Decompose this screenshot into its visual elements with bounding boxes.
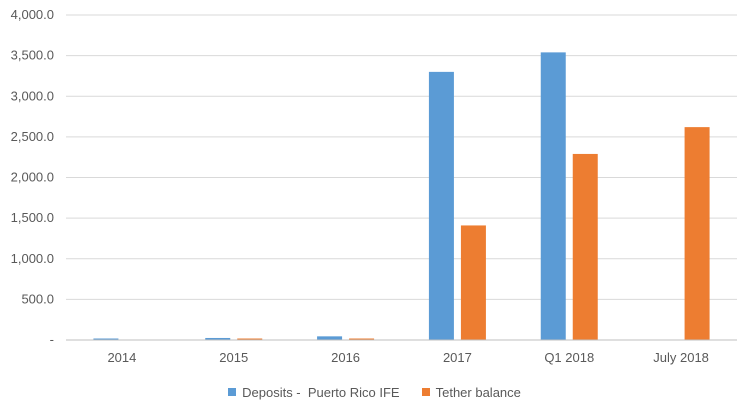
legend-label-deposits: Deposits - Puerto Rico IFE bbox=[242, 384, 400, 400]
y-tick-label: 2,000.0 bbox=[11, 170, 54, 185]
gridlines bbox=[66, 14, 737, 300]
x-axis-tick-labels: 2014 2015 2016 2017 Q1 2018 July 2018 bbox=[107, 350, 708, 365]
y-tick-label: 4,000.0 bbox=[11, 7, 54, 22]
bar-deposits bbox=[317, 336, 343, 340]
y-axis-tick-labels: - 500.0 1,000.0 1,500.0 2,000.0 2,500.0 3,000.… bbox=[11, 7, 54, 347]
x-tick-label: 2014 bbox=[107, 350, 136, 365]
bar-tether bbox=[237, 338, 263, 340]
legend-item-tether: Tether balance bbox=[421, 384, 521, 400]
bar-deposits bbox=[205, 337, 231, 340]
bar-tether bbox=[572, 153, 598, 340]
x-tick-label: 2017 bbox=[443, 350, 472, 365]
bar-tether bbox=[684, 127, 710, 340]
y-tick-label: 1,000.0 bbox=[11, 251, 54, 266]
y-tick-label: 500.0 bbox=[21, 291, 54, 306]
x-tick-label: 2015 bbox=[219, 350, 248, 365]
legend-label-tether: Tether balance bbox=[435, 384, 521, 400]
x-tick-label: 2016 bbox=[331, 350, 360, 365]
bar-deposits bbox=[540, 52, 566, 340]
bar-tether bbox=[460, 225, 486, 340]
bar-deposits bbox=[428, 71, 454, 340]
legend-swatch-tether bbox=[421, 388, 430, 396]
x-tick-label: Q1 2018 bbox=[544, 350, 594, 365]
bar-deposits bbox=[93, 338, 119, 340]
y-tick-label: 2,500.0 bbox=[11, 129, 54, 144]
x-tick-label: July 2018 bbox=[653, 350, 709, 365]
legend-swatch-deposits bbox=[228, 388, 237, 396]
bars bbox=[93, 52, 710, 340]
legend-item-deposits: Deposits - Puerto Rico IFE bbox=[228, 385, 400, 400]
y-tick-label: 3,000.0 bbox=[11, 88, 54, 103]
y-tick-label: 3,500.0 bbox=[11, 48, 54, 63]
y-tick-label: - bbox=[50, 332, 54, 347]
legend: Deposits - Puerto Rico IFE Tether balanc… bbox=[0, 383, 749, 401]
bar-tether bbox=[349, 338, 375, 340]
y-tick-label: 1,500.0 bbox=[11, 210, 54, 225]
